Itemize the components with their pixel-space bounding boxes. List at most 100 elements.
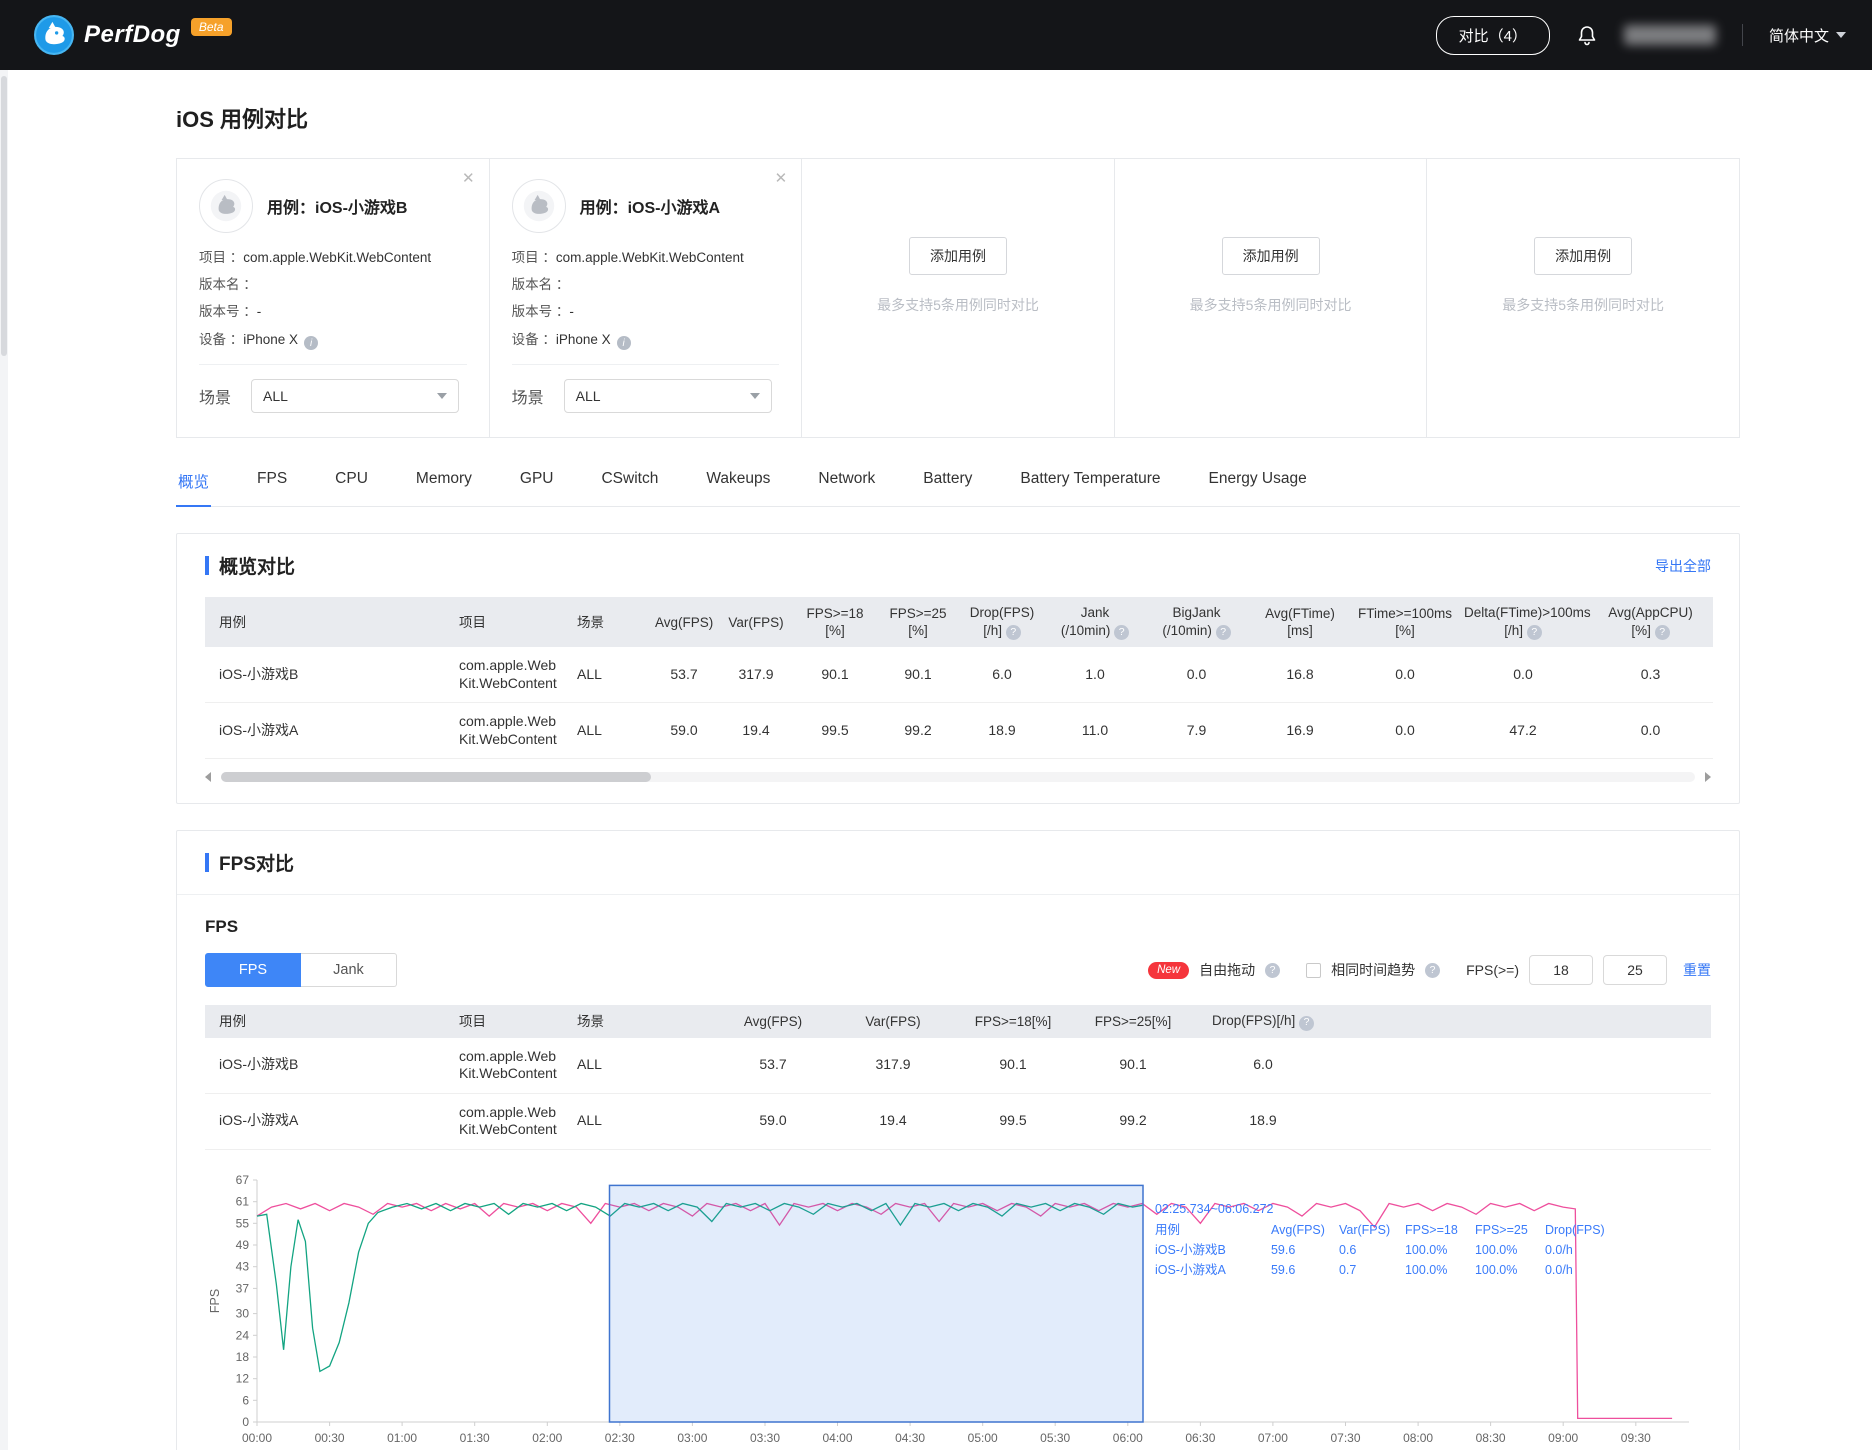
cell: 0.0 — [1352, 702, 1458, 760]
column-header: BigJank (/10min) — [1145, 597, 1248, 648]
notification-bell-icon[interactable] — [1576, 24, 1598, 46]
left-scroll-strip[interactable] — [0, 70, 8, 1450]
svg-text:43: 43 — [236, 1259, 250, 1273]
chevron-down-icon — [437, 393, 448, 400]
tab-CSwitch[interactable]: CSwitch — [601, 470, 659, 488]
fps-threshold-input-2[interactable] — [1603, 955, 1667, 986]
app-icon — [511, 179, 566, 233]
svg-text:09:00: 09:00 — [1548, 1431, 1578, 1445]
cell: com.apple.WebKit.WebContent — [445, 647, 563, 704]
scene-select[interactable]: ALL — [563, 379, 772, 414]
reset-link[interactable]: 重置 — [1683, 962, 1711, 979]
tab-Battery[interactable]: Battery — [923, 470, 973, 488]
cell: 19.4 — [719, 702, 793, 760]
cell: 90.1 — [1073, 1037, 1193, 1094]
column-header: FPS>=25[%] — [1073, 1005, 1193, 1038]
beta-badge: Beta — [190, 18, 232, 36]
tab-CPU[interactable]: CPU — [335, 470, 368, 488]
fps-chart[interactable]: 0 6 12 18 24 30 37 43 49 55 61 67 00:00 00:30 01:00 01:… — [205, 1170, 1705, 1450]
cell: 317.9 — [833, 1037, 953, 1094]
brand-name: PerfDog — [84, 21, 181, 48]
help-icon[interactable] — [1299, 1015, 1315, 1031]
svg-text:6: 6 — [242, 1393, 249, 1407]
chart-area: 0 6 12 18 24 30 37 43 49 55 61 67 00:00 00:30 01:00 01:… — [205, 1170, 1705, 1450]
chevron-down-icon — [1836, 32, 1846, 38]
close-icon[interactable] — [775, 169, 788, 187]
scene-select-value: ALL — [575, 388, 601, 405]
help-icon[interactable] — [1005, 625, 1021, 641]
tab-Battery Temperature[interactable]: Battery Temperature — [1020, 470, 1161, 488]
cell: 99.2 — [877, 702, 959, 760]
scrollbar-track[interactable] — [221, 772, 1695, 783]
help-icon[interactable] — [1265, 962, 1281, 978]
svg-text:00:00: 00:00 — [242, 1431, 272, 1445]
device-info-icon[interactable] — [616, 336, 631, 351]
scene-select-value: ALL — [263, 388, 288, 405]
tab-Wakeups[interactable]: Wakeups — [706, 470, 771, 488]
compare-button[interactable]: 对比（4） — [1435, 15, 1550, 55]
cell: 0.3 — [1588, 647, 1713, 704]
scroll-left-arrow[interactable] — [205, 771, 217, 783]
toggle-jank[interactable]: Jank — [301, 953, 397, 988]
same-trend-checkbox[interactable] — [1306, 962, 1322, 978]
column-header: FPS>=18[%] — [953, 1005, 1073, 1038]
svg-text:FPS: FPS — [208, 1288, 222, 1312]
cell: 53.7 — [649, 647, 719, 704]
cell: 317.9 — [719, 647, 793, 704]
case-title: 用例：iOS-小游戏B — [267, 200, 408, 217]
cell: iOS-小游戏B — [205, 647, 445, 704]
svg-text:12: 12 — [236, 1371, 250, 1385]
svg-text:04:30: 04:30 — [895, 1431, 925, 1445]
help-icon[interactable] — [1425, 962, 1441, 978]
cell: 0.0 — [1588, 702, 1713, 760]
cell: com.apple.WebKit.WebContent — [445, 702, 563, 760]
svg-text:04:00: 04:00 — [822, 1431, 852, 1445]
scroll-right-arrow[interactable] — [1699, 771, 1711, 783]
slot-hint: 最多支持5条用例同时对比 — [1502, 297, 1665, 313]
brand: PerfDog Beta — [34, 15, 232, 55]
help-icon[interactable] — [1114, 625, 1130, 641]
slot-hint: 最多支持5条用例同时对比 — [877, 297, 1039, 313]
cell: ALL — [563, 1093, 713, 1150]
help-icon[interactable] — [1526, 625, 1542, 641]
column-header: 用例 — [205, 597, 445, 648]
add-case-button[interactable]: 添加用例 — [1221, 237, 1320, 275]
fps-threshold-input-1[interactable] — [1529, 955, 1593, 986]
add-case-button[interactable]: 添加用例 — [1534, 237, 1633, 275]
add-case-button[interactable]: 添加用例 — [908, 237, 1007, 275]
left-scroll-thumb[interactable] — [1, 76, 7, 356]
tab-GPU[interactable]: GPU — [519, 470, 554, 488]
help-icon[interactable] — [1654, 625, 1670, 641]
column-header: Avg(FPS) — [713, 1005, 833, 1038]
cell: 7.9 — [1145, 702, 1248, 760]
column-header: 用例 — [205, 1005, 445, 1038]
scrollbar-thumb[interactable] — [221, 772, 651, 783]
project-field: 项目 ：com.apple.WebKit.WebContent — [199, 250, 432, 265]
fps-subtitle: FPS — [205, 917, 239, 937]
version-code-field: 版本号 ：- — [199, 304, 262, 320]
accent-bar — [205, 556, 209, 576]
device-info-icon[interactable] — [304, 336, 319, 351]
export-all-link[interactable]: 导出全部 — [1655, 557, 1711, 574]
tab-Memory[interactable]: Memory — [415, 470, 472, 488]
scene-select[interactable]: ALL — [251, 379, 460, 414]
help-icon[interactable] — [1215, 625, 1231, 641]
column-header: Drop(FPS) [/h] — [959, 597, 1045, 648]
close-icon[interactable] — [462, 169, 475, 187]
toggle-fps[interactable]: FPS — [205, 953, 301, 988]
cell: 90.1 — [877, 647, 959, 704]
cell: ALL — [563, 1037, 713, 1094]
table-scrollbar[interactable] — [205, 771, 1711, 783]
tab-FPS[interactable]: FPS — [257, 470, 288, 488]
tab-概览[interactable]: 概览 — [176, 466, 212, 508]
svg-text:05:30: 05:30 — [1040, 1431, 1070, 1445]
tab-Energy Usage[interactable]: Energy Usage — [1208, 470, 1307, 488]
slot-hint: 最多支持5条用例同时对比 — [1189, 297, 1352, 313]
svg-text:00:30: 00:30 — [315, 1431, 345, 1445]
svg-text:09:30: 09:30 — [1621, 1431, 1651, 1445]
user-name-blurred[interactable] — [1623, 25, 1716, 45]
cell: 19.4 — [833, 1093, 953, 1150]
tab-Network[interactable]: Network — [818, 470, 876, 488]
language-selector[interactable]: 简体中文 — [1769, 25, 1846, 46]
svg-text:08:30: 08:30 — [1476, 1431, 1506, 1445]
